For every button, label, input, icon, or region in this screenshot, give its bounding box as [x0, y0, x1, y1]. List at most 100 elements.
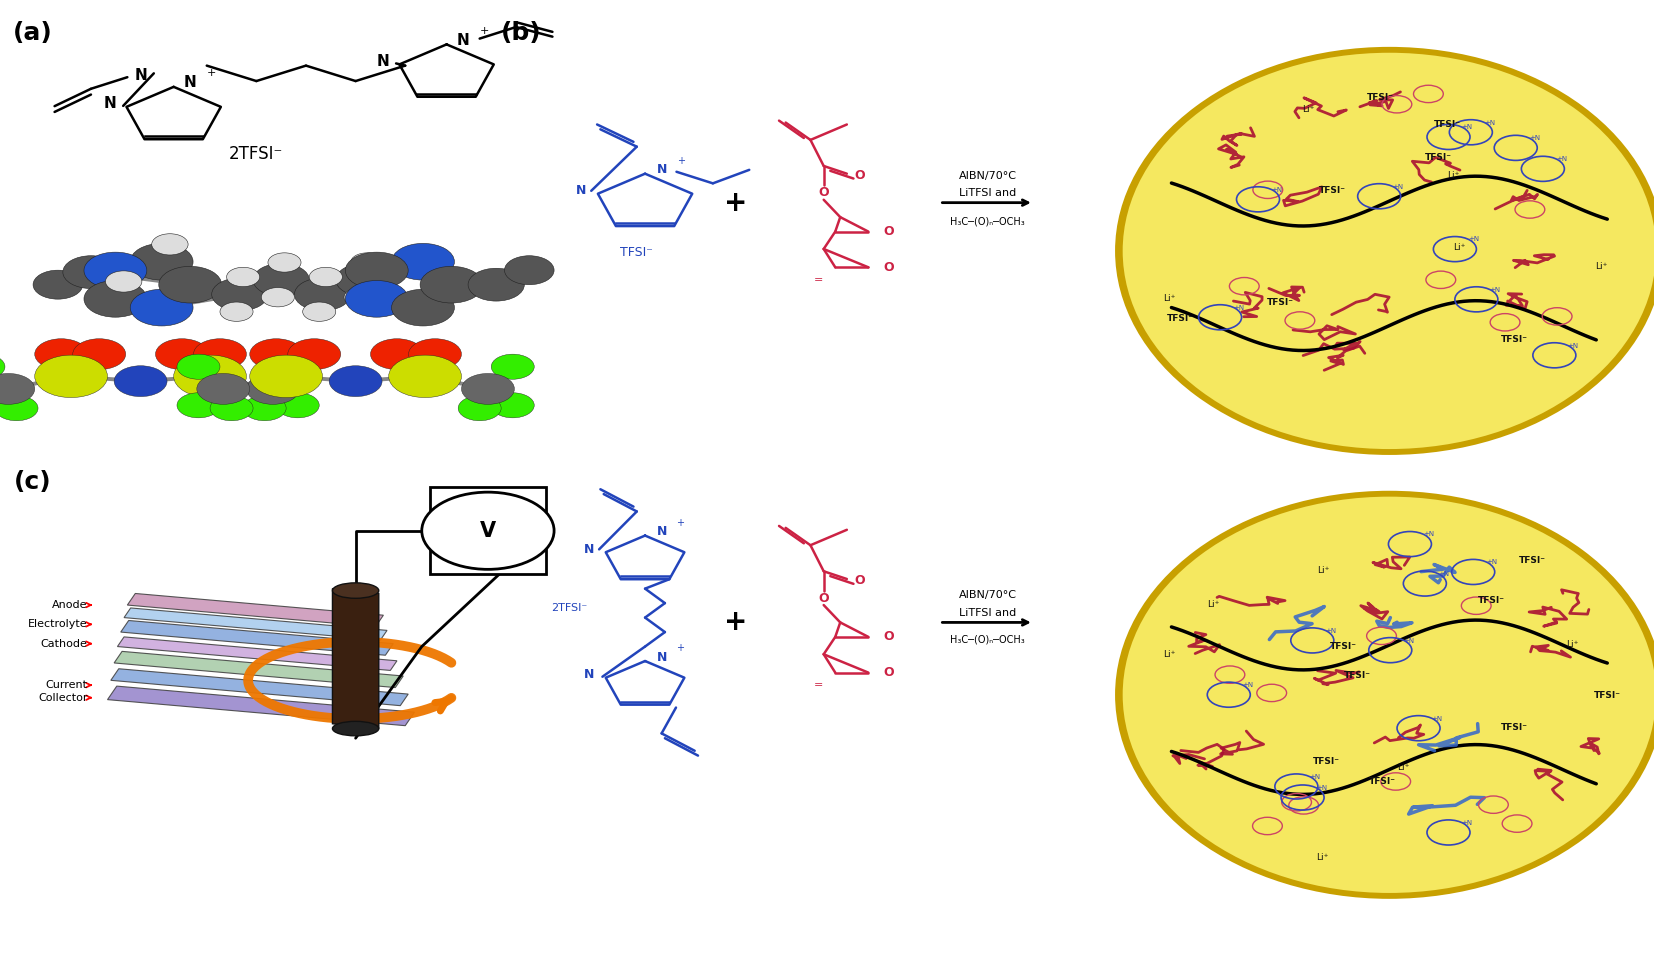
Circle shape: [422, 492, 554, 569]
Text: +N: +N: [1462, 820, 1472, 826]
Circle shape: [409, 339, 461, 370]
Circle shape: [194, 339, 246, 370]
Text: (a): (a): [13, 21, 53, 44]
Circle shape: [210, 396, 253, 421]
Text: TFSI⁻: TFSI⁻: [1168, 315, 1194, 323]
Text: +: +: [207, 69, 217, 78]
Circle shape: [420, 266, 483, 303]
Text: V: V: [480, 521, 496, 540]
Circle shape: [0, 396, 38, 421]
Text: +N: +N: [1490, 287, 1500, 292]
Text: +N: +N: [1272, 186, 1282, 193]
Circle shape: [212, 278, 268, 311]
Text: 2TFSI⁻: 2TFSI⁻: [230, 146, 283, 163]
Circle shape: [131, 243, 194, 280]
Text: TFSI⁻: TFSI⁻: [1594, 691, 1621, 701]
Text: TFSI⁻: TFSI⁻: [620, 246, 653, 260]
Text: +N: +N: [1528, 135, 1540, 141]
Text: +N: +N: [1310, 774, 1322, 780]
Polygon shape: [111, 669, 409, 705]
Circle shape: [250, 355, 323, 398]
Circle shape: [458, 396, 501, 421]
Circle shape: [392, 243, 455, 280]
Text: N: N: [584, 543, 594, 556]
Text: Li⁺: Li⁺: [1317, 566, 1330, 575]
Circle shape: [177, 393, 220, 418]
Ellipse shape: [1116, 492, 1654, 897]
Text: +: +: [678, 156, 685, 166]
Text: Li⁺: Li⁺: [1317, 852, 1328, 862]
Circle shape: [177, 354, 220, 379]
Text: O: O: [883, 225, 893, 238]
Circle shape: [174, 355, 246, 398]
Text: +N: +N: [1487, 560, 1497, 565]
Text: N: N: [457, 33, 470, 48]
Text: Li⁺: Li⁺: [1163, 650, 1176, 659]
Polygon shape: [108, 686, 415, 726]
Text: O: O: [883, 666, 893, 679]
Text: TFSI⁻: TFSI⁻: [1368, 777, 1396, 786]
Text: +N: +N: [1393, 183, 1404, 189]
Circle shape: [243, 396, 286, 421]
Ellipse shape: [1120, 50, 1654, 452]
Ellipse shape: [1116, 48, 1654, 454]
Ellipse shape: [332, 722, 379, 736]
Text: +N: +N: [1325, 628, 1336, 634]
Text: N: N: [104, 96, 116, 112]
Text: TFSI⁻: TFSI⁻: [1477, 595, 1505, 605]
Text: N: N: [576, 184, 587, 197]
Circle shape: [253, 263, 309, 296]
Text: Li⁺: Li⁺: [1163, 294, 1176, 303]
Circle shape: [220, 302, 253, 321]
Circle shape: [351, 253, 384, 272]
Text: N: N: [657, 650, 667, 664]
Circle shape: [344, 288, 377, 307]
Circle shape: [0, 373, 35, 404]
Circle shape: [155, 339, 208, 370]
Text: O: O: [819, 592, 829, 605]
Circle shape: [468, 268, 524, 301]
Circle shape: [246, 373, 299, 404]
Ellipse shape: [332, 583, 379, 598]
Text: N: N: [134, 68, 147, 83]
Text: Cathode: Cathode: [41, 639, 88, 648]
Circle shape: [461, 373, 514, 404]
Text: +N: +N: [1568, 343, 1578, 348]
Text: Anode: Anode: [53, 600, 88, 610]
Circle shape: [336, 263, 392, 296]
Text: TFSI⁻: TFSI⁻: [1330, 642, 1356, 650]
Text: TFSI⁻: TFSI⁻: [1434, 121, 1460, 129]
Polygon shape: [124, 608, 387, 640]
Text: Li⁺: Li⁺: [1398, 762, 1409, 772]
Text: +: +: [724, 188, 748, 217]
Text: +: +: [676, 644, 683, 653]
Text: +: +: [724, 608, 748, 637]
Circle shape: [294, 278, 351, 311]
Text: TFSI⁻: TFSI⁻: [1267, 298, 1293, 307]
Circle shape: [329, 366, 382, 397]
Text: TFSI⁻: TFSI⁻: [1312, 757, 1340, 766]
Circle shape: [0, 354, 5, 379]
Circle shape: [33, 270, 83, 299]
Circle shape: [35, 355, 108, 398]
Text: +N: +N: [1556, 156, 1568, 162]
Text: +N: +N: [1242, 682, 1254, 688]
Text: Electrolyte: Electrolyte: [28, 620, 88, 629]
Text: +N: +N: [1317, 785, 1327, 791]
Text: N: N: [377, 54, 389, 69]
Text: O: O: [883, 630, 893, 644]
Circle shape: [152, 234, 189, 255]
Circle shape: [227, 267, 260, 287]
Text: LiTFSI and: LiTFSI and: [959, 188, 1016, 198]
Circle shape: [73, 339, 126, 370]
Text: Current: Current: [46, 680, 88, 690]
Text: Li⁺: Li⁺: [1447, 172, 1459, 180]
Circle shape: [370, 339, 423, 370]
Text: +N: +N: [1469, 236, 1479, 242]
Text: +N: +N: [1422, 532, 1434, 538]
Text: O: O: [883, 261, 893, 274]
Text: O: O: [819, 186, 829, 200]
Circle shape: [131, 290, 194, 326]
Circle shape: [106, 271, 142, 292]
Text: N: N: [184, 75, 197, 91]
